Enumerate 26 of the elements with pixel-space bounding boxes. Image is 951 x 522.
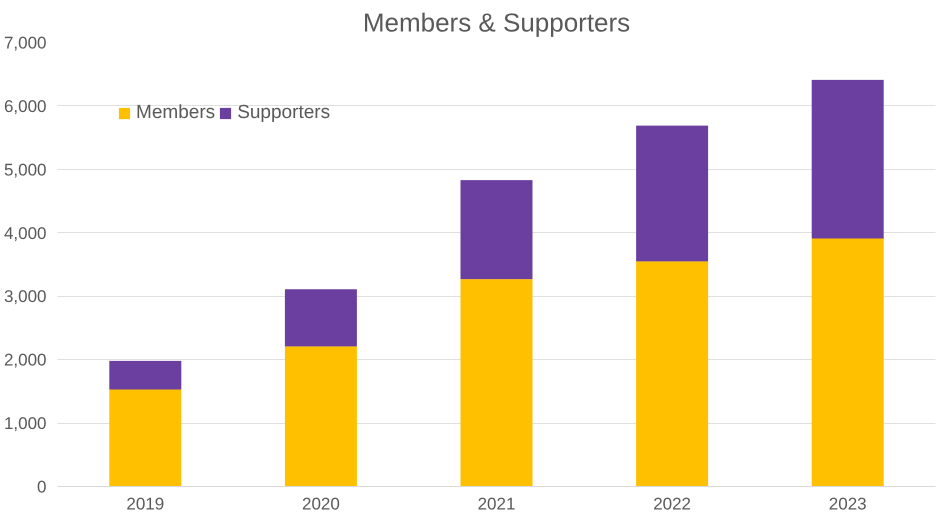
x-tick-label: 2019 — [126, 494, 164, 514]
bar — [812, 80, 884, 238]
bar — [636, 261, 708, 486]
y-tick-label: 0 — [37, 478, 47, 496]
x-tick-label: 2021 — [478, 494, 516, 514]
y-tick-label: 2,000 — [4, 350, 47, 370]
bar — [460, 180, 532, 280]
y-tick-label: 6,000 — [4, 96, 47, 116]
legend-label: Supporters — [237, 102, 330, 124]
y-tick-label: 4,000 — [4, 224, 47, 243]
y-tick-label: 3,000 — [4, 287, 47, 306]
x-tick-label: 2023 — [828, 494, 867, 514]
bar — [636, 126, 708, 262]
bar — [460, 279, 532, 486]
y-tick-label: 1,000 — [4, 414, 47, 434]
bar — [109, 389, 182, 486]
bar — [284, 289, 357, 346]
y-tick-label: 7,000 — [4, 34, 47, 52]
bar — [812, 238, 884, 486]
bar — [109, 360, 182, 390]
bar — [284, 346, 357, 486]
x-tick-label: 2020 — [302, 494, 340, 514]
y-tick-label: 5,000 — [4, 160, 47, 180]
chart-title: Members & Supporters — [362, 8, 630, 38]
legend-label: Members — [136, 102, 216, 124]
x-tick-label: 2022 — [653, 494, 692, 514]
